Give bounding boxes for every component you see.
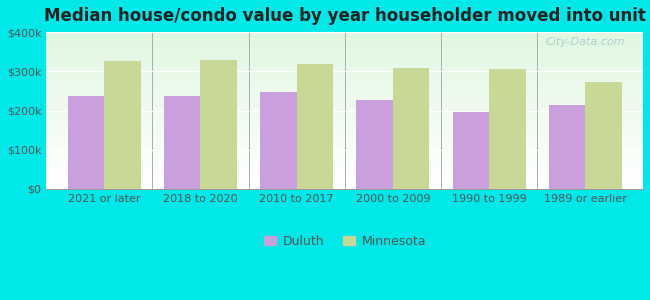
Bar — [296, 64, 333, 189]
Bar — [393, 68, 430, 189]
Title: Median house/condo value by year householder moved into unit: Median house/condo value by year househo… — [44, 7, 645, 25]
Bar — [489, 69, 526, 189]
Bar — [452, 112, 489, 189]
Bar — [260, 92, 296, 189]
Bar — [200, 60, 237, 189]
Legend: Duluth, Minnesota: Duluth, Minnesota — [259, 230, 431, 253]
Text: City-Data.com: City-Data.com — [545, 37, 625, 47]
Bar — [585, 82, 622, 189]
Bar — [549, 105, 585, 189]
Bar — [164, 96, 200, 189]
Bar — [104, 61, 141, 189]
Bar — [356, 100, 393, 189]
Bar — [68, 96, 104, 189]
